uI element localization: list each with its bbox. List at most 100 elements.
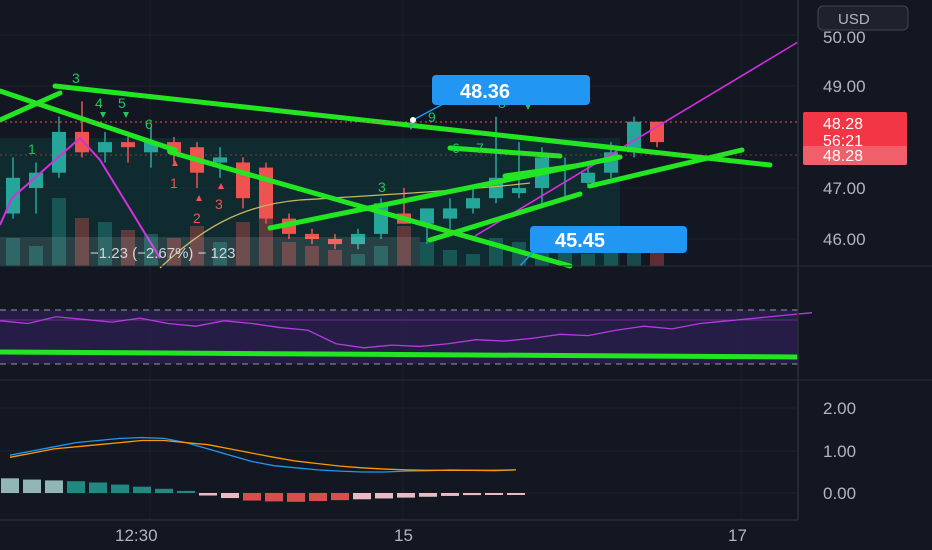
candle[interactable] [144,126,158,168]
time-tick-label: 17 [728,526,747,545]
prev-close-value: 48.28 [823,148,863,165]
volume-bar [144,234,158,266]
last-price-value: 48.28 [823,116,863,133]
candle-body [236,162,250,199]
volume-bar [397,226,411,266]
volume-bar [581,254,595,266]
candle-body [121,142,135,148]
volume-bar [75,218,89,266]
candle-body [351,233,365,245]
trendline-1[interactable] [0,88,178,153]
seq-marker: 6 [145,116,153,132]
macd-hist-bar [265,493,283,502]
seq-marker: 9 [428,109,436,125]
candle[interactable] [581,162,595,189]
candle-body [627,121,641,153]
seq-marker: 3 [378,179,386,195]
candle-body [75,131,89,153]
candle-body [98,142,112,153]
macd-tick-label: 1.00 [823,442,856,461]
seq-marker: 6 [452,140,460,156]
candle[interactable] [98,131,112,163]
candle[interactable] [29,162,43,214]
macd-hist-bar [243,493,261,501]
macd-tick-label: 0.00 [823,484,856,503]
candle-body [650,121,664,143]
trendline-9[interactable] [502,163,578,179]
candle-body [144,142,158,153]
trendline-7[interactable] [587,147,745,189]
volume-bar [328,250,342,266]
time-tick-label: 15 [394,526,413,545]
candle[interactable] [75,101,89,158]
magenta-trend-ray[interactable] [474,41,799,237]
volume-bar [29,246,43,266]
seq-arrow-down [408,124,414,130]
volume-bar [420,242,434,266]
candle[interactable] [351,228,365,250]
seq-marker: 7 [476,140,484,156]
callout-high-label: 48.36 [460,81,510,103]
rsi-trendline [0,349,799,360]
volume-bar [466,254,480,266]
rsi-line [0,312,813,349]
candle[interactable] [443,198,457,229]
volume-bar [305,246,319,266]
seq-arrow-up [172,160,178,166]
candle[interactable] [52,116,66,178]
candle[interactable] [305,228,319,245]
macd-hist-bar [353,493,371,500]
seq-marker: 4 [95,95,103,111]
time-tick-label: 12:30 [115,526,158,545]
candle[interactable] [259,162,273,224]
trendline-2[interactable] [0,90,63,123]
volume-bar [121,230,135,266]
callout-low[interactable]: 45.45 [519,226,687,267]
volume-bar [52,198,66,266]
candle[interactable] [213,147,227,178]
zigzag-line[interactable] [0,136,161,259]
time-axis[interactable]: 12:30 15 17 [0,519,798,545]
macd-hist-bar [23,479,41,493]
callout-high[interactable]: 48.36 [410,75,590,123]
candle-body [29,172,43,188]
rsi-pane [0,265,932,365]
macd-hist-bar [111,484,129,493]
macd-hist-bar [287,493,305,502]
candle-body [420,208,434,224]
countdown-value: 56:21 [823,133,863,150]
volume-bar [213,242,227,266]
callout-low-label: 45.45 [555,230,605,252]
seq-marker: 1 [170,175,178,191]
macd-hist-bar [441,493,459,496]
range-highlight [0,138,620,266]
price-tick-label: 49.00 [823,77,866,96]
candle[interactable] [466,188,480,214]
macd-hist-bar [177,490,195,493]
volume-bar [190,226,204,266]
macd-histogram [1,478,525,502]
macd-hist-bar [507,493,525,495]
macd-pane [0,379,932,502]
macd-hist-bar [67,481,85,493]
candle[interactable] [121,137,135,163]
macd-hist-bar [375,493,393,499]
seq-marker: 5 [118,95,126,111]
volume-bar [351,254,365,266]
trendline-6[interactable] [427,191,583,243]
macd-hist-bar [419,493,437,497]
volume-bar [236,222,250,266]
price-tick-label: 46.00 [823,230,866,249]
volume-bar [98,222,112,266]
measure-box [0,237,420,266]
currency-button[interactable] [817,5,909,31]
sequence-markers: 3 4 5 6 1 1 2 3 3 6 7 8 9 [28,70,531,226]
seq-marker: 1 [28,141,36,157]
seq-marker: 2 [193,210,201,226]
seq-arrow-down [525,104,531,110]
seq-marker: 3 [72,70,80,86]
candle-body [512,188,526,194]
candle[interactable] [328,233,342,250]
price-axis[interactable]: USD 50.00 49.00 47.00 46.00 48.28 56:21 … [797,0,909,520]
